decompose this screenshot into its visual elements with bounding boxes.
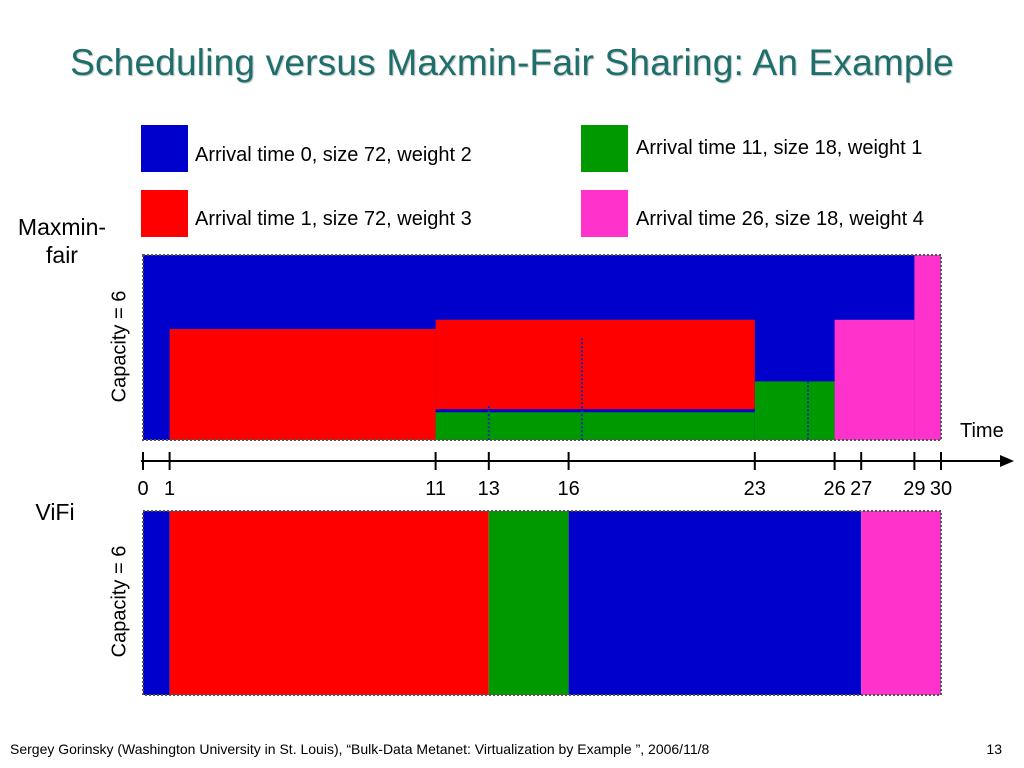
maxmin-fair-panel [142, 254, 942, 441]
vifi-flow-1-block-1 [169, 511, 489, 695]
vifi-panel-border [142, 510, 942, 696]
tick-label-30: 30 [929, 478, 953, 500]
vifi-flow-3-block-4 [861, 511, 941, 695]
tick-label-11: 11 [425, 478, 446, 500]
tick-label-1: 1 [164, 478, 176, 500]
tick-label-16: 16 [557, 478, 580, 500]
maxmin-panel-border [142, 254, 942, 441]
maxmin-flow-1-block-1 [435, 319, 755, 410]
legend-swatch-flow-0 [141, 125, 188, 172]
vifi-flow-0-block-3 [568, 511, 862, 695]
legend-swatch-flow-3 [581, 190, 628, 237]
maxmin-fair-label: Maxmin- fair [17, 214, 107, 268]
slide-title: Scheduling versus Maxmin-Fair Sharing: A… [70, 42, 954, 83]
tick-label-27: 27 [850, 478, 873, 500]
vifi-flow-0-block-0 [143, 511, 170, 695]
maxmin-flow-1-block-0 [169, 329, 436, 440]
tick-label-13: 13 [477, 478, 500, 500]
tick-label-0: 0 [137, 478, 149, 500]
tick-label-26: 26 [823, 478, 846, 500]
time-axis [141, 452, 1014, 470]
maxmin-flow-3-block-4 [834, 319, 915, 440]
vifi-panel [142, 510, 942, 696]
legend-label-flow-0: Arrival time 0, size 72, weight 2 [195, 144, 472, 166]
legend-swatch-flow-2 [581, 125, 628, 172]
maxmin-flow-2-block-3 [754, 381, 835, 440]
page-number: 13 [986, 741, 1002, 757]
footer-citation: Sergey Gorinsky (Washington University i… [10, 741, 710, 757]
vifi-label: ViFi [35, 499, 75, 525]
tick-label-29: 29 [903, 478, 926, 500]
maxmin-flow-3-block-5 [914, 255, 941, 440]
tick-label-23: 23 [743, 478, 766, 500]
maxmin-flow-2-block-2 [435, 412, 755, 440]
time-axis-arrowhead [1000, 455, 1014, 467]
legend-label-flow-2: Arrival time 11, size 18, weight 1 [636, 137, 923, 159]
vifi-flow-2-block-2 [488, 511, 569, 695]
legend-label-flow-1: Arrival time 1, size 72, weight 3 [195, 208, 472, 230]
legend-label-flow-3: Arrival time 26, size 18, weight 4 [636, 208, 924, 230]
time-axis-label: Time [960, 420, 1004, 442]
legend-swatch-flow-1 [141, 190, 188, 237]
